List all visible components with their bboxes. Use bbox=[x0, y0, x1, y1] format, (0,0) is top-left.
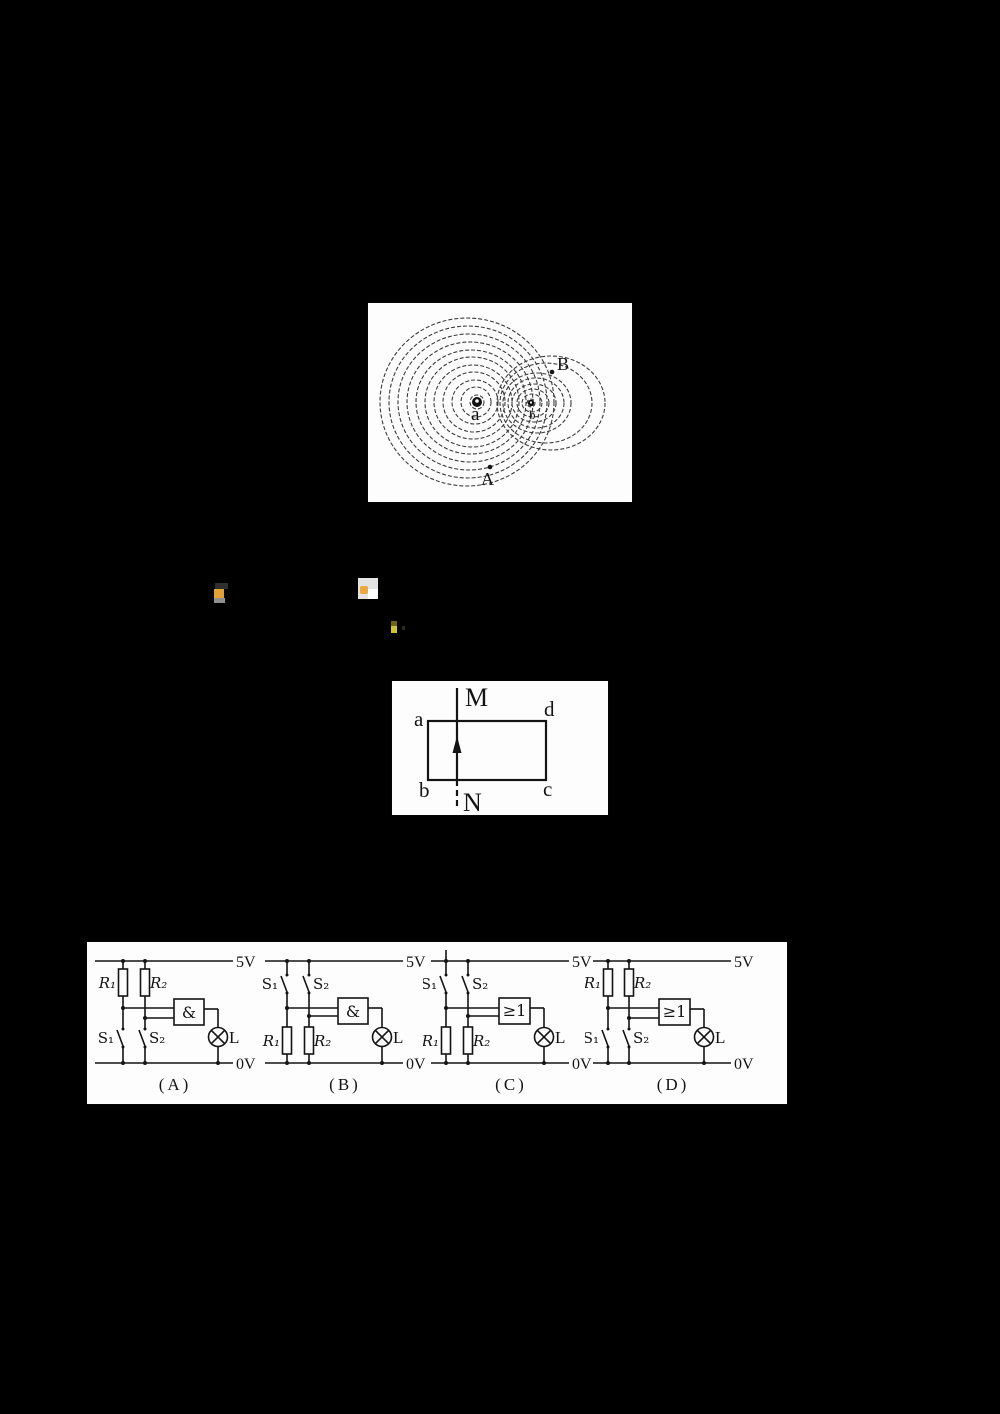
circuit-caption: (D) bbox=[657, 1075, 690, 1094]
switch-s2 bbox=[622, 1018, 631, 1063]
rail-top-label: 5V bbox=[734, 954, 754, 971]
r2-label: R₂ bbox=[313, 1032, 331, 1050]
lamp bbox=[693, 1026, 715, 1048]
or-gate: ≥1 bbox=[498, 997, 531, 1025]
lamp-label: L bbox=[393, 1028, 403, 1047]
point-A-label: A bbox=[481, 469, 494, 489]
resistor-r1 bbox=[281, 1008, 293, 1063]
loop-drawing: M N a b c d bbox=[414, 683, 555, 815]
s1-label: S₁ bbox=[585, 1029, 599, 1047]
r2-label: R₂ bbox=[149, 974, 167, 992]
resistor-r1 bbox=[117, 961, 129, 1008]
corner-b-label: b bbox=[419, 778, 430, 802]
switch-s1 bbox=[601, 1008, 610, 1063]
lamp bbox=[371, 1026, 393, 1048]
rail-bottom-label: 0V bbox=[406, 1056, 426, 1073]
corner-a-label: a bbox=[414, 707, 424, 731]
switch-s1 bbox=[116, 1008, 125, 1063]
switch-s2 bbox=[138, 1018, 147, 1063]
circuits-figure: R₁ R₂ & L bbox=[87, 942, 787, 1104]
circuit-A: R₁ R₂ & L bbox=[95, 954, 256, 1094]
field-lines-figure: a b B A bbox=[368, 303, 632, 502]
lamp-label: L bbox=[555, 1028, 565, 1047]
charge-b-label: b bbox=[529, 407, 536, 422]
s1-label: S₁ bbox=[262, 975, 278, 993]
circuit-C: S₁ S₂ ≥1 L R₁ bbox=[423, 950, 592, 1094]
switch-s1 bbox=[439, 961, 448, 1008]
current-arrow-icon bbox=[452, 736, 462, 753]
and-gate: & bbox=[173, 998, 205, 1026]
r2-label: R₂ bbox=[633, 974, 651, 992]
switch-s2 bbox=[461, 961, 470, 1016]
s2-label: S₂ bbox=[633, 1029, 649, 1047]
resistor-r2 bbox=[462, 1016, 474, 1063]
gate-symbol: & bbox=[346, 1002, 360, 1021]
lamp bbox=[533, 1026, 555, 1048]
switch-s1 bbox=[280, 961, 289, 1008]
circuit-caption: (B) bbox=[329, 1075, 361, 1094]
rail-top-label: 5V bbox=[406, 954, 426, 971]
or-gate: ≥1 bbox=[658, 998, 691, 1026]
resistor-r1 bbox=[602, 961, 614, 1008]
left-charge-rings bbox=[379, 317, 555, 487]
r2-label: R₂ bbox=[472, 1032, 490, 1050]
lamp bbox=[207, 1026, 229, 1048]
switch-s2 bbox=[302, 961, 311, 1016]
r1-label: R₁ bbox=[98, 974, 116, 992]
lamp-label: L bbox=[229, 1028, 239, 1047]
lamp-label: L bbox=[715, 1028, 725, 1047]
circuit-caption: (A) bbox=[159, 1075, 192, 1094]
artifact-dot-1 bbox=[212, 583, 231, 603]
point-B-label: B bbox=[557, 354, 569, 374]
s2-label: S₂ bbox=[149, 1029, 165, 1047]
rail-bottom-label: 0V bbox=[236, 1056, 256, 1073]
corner-c-label: c bbox=[543, 777, 552, 801]
rail-bottom-label: 0V bbox=[734, 1056, 754, 1073]
circuit-caption: (C) bbox=[495, 1075, 527, 1094]
r1-label: R₁ bbox=[423, 1032, 439, 1050]
and-gate: & bbox=[337, 997, 369, 1025]
r1-label: R₁ bbox=[262, 1032, 280, 1050]
s1-label: S₁ bbox=[98, 1029, 114, 1047]
charge-a-label: a bbox=[471, 404, 480, 425]
loop-figure: M N a b c d bbox=[392, 681, 608, 815]
rail-top-label: 5V bbox=[572, 954, 592, 971]
artifact-dot-3 bbox=[391, 621, 405, 633]
s2-label: S₂ bbox=[313, 975, 329, 993]
resistor-r2 bbox=[139, 961, 151, 1018]
point-B-marker bbox=[549, 369, 555, 375]
charge-b-dot bbox=[527, 399, 535, 407]
s2-label: S₂ bbox=[472, 975, 488, 993]
wire-top-label: M bbox=[465, 683, 488, 712]
right-charge-rings bbox=[496, 355, 606, 451]
gate-symbol: & bbox=[182, 1003, 196, 1022]
wire-bottom-label: N bbox=[463, 788, 482, 815]
artifact-dot-2 bbox=[358, 578, 378, 599]
field-lines-drawing: a b B A bbox=[379, 317, 606, 489]
r1-label: R₁ bbox=[585, 974, 601, 992]
resistor-r2 bbox=[303, 1016, 315, 1063]
corner-d-label: d bbox=[544, 697, 555, 721]
rail-bottom-label: 0V bbox=[572, 1056, 592, 1073]
point-A-marker bbox=[487, 464, 493, 470]
gate-symbol: ≥1 bbox=[663, 1002, 687, 1021]
gate-symbol: ≥1 bbox=[503, 1001, 527, 1020]
resistor-r2 bbox=[623, 961, 635, 1018]
loop-rectangle bbox=[426, 719, 548, 782]
charge-a-dot bbox=[472, 397, 482, 407]
circuit-B: S₁ S₂ & L R₁ bbox=[262, 954, 426, 1094]
resistor-r1 bbox=[440, 1008, 452, 1063]
circuit-D: R₁ R₂ ≥1 L bbox=[585, 954, 754, 1094]
s1-label: S₁ bbox=[423, 975, 437, 993]
rail-top-label: 5V bbox=[236, 954, 256, 971]
